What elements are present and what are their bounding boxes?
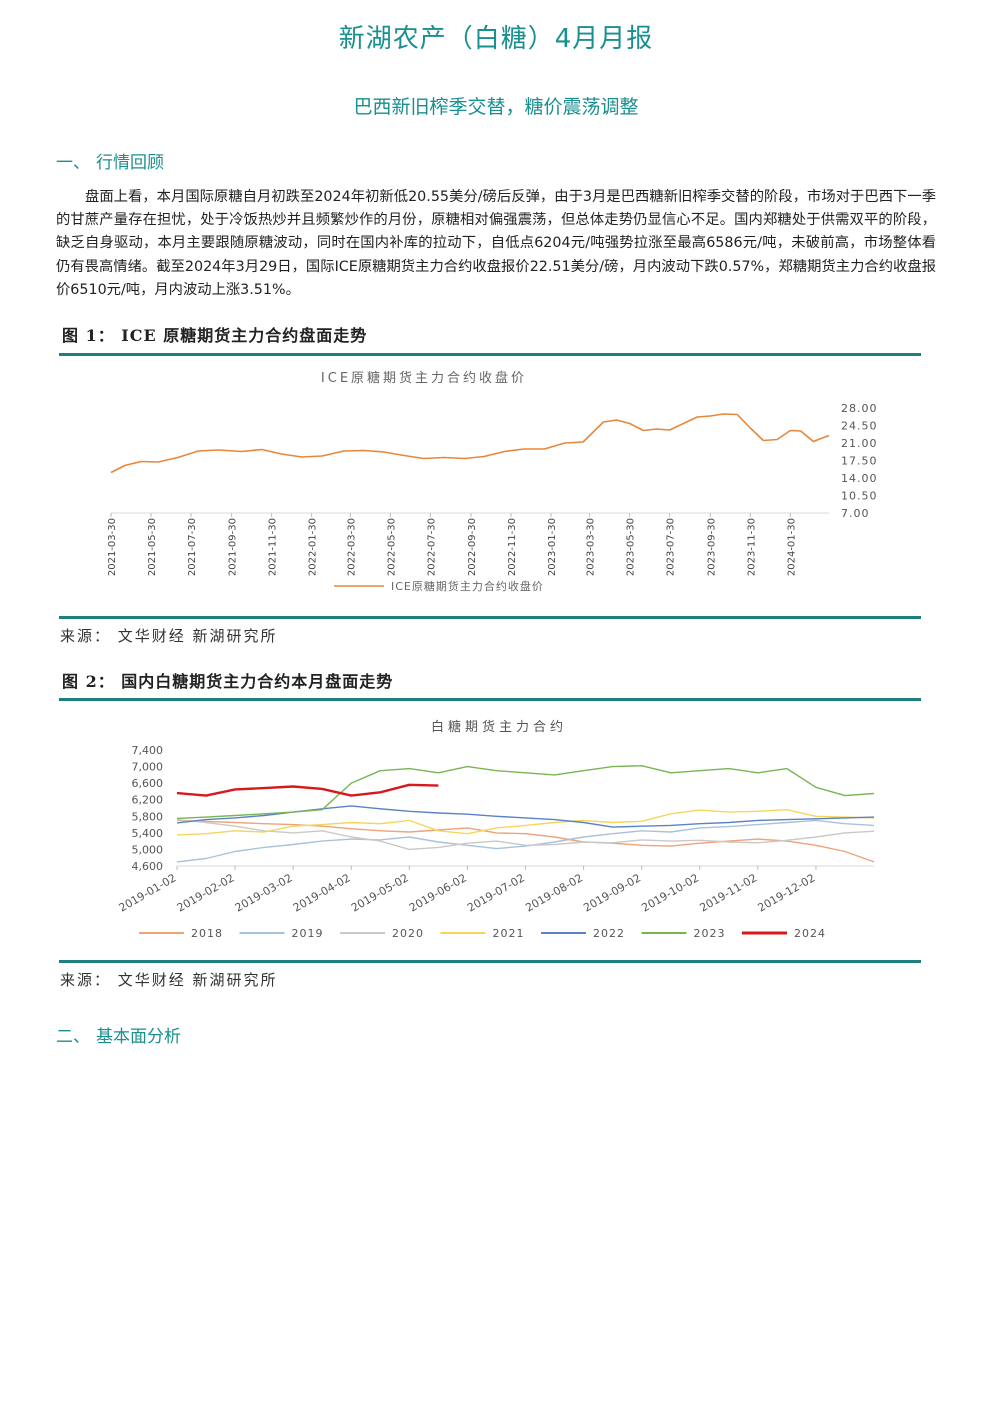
- x-tick-label: 2019-09-02: [581, 871, 643, 914]
- legend-label: 2019: [292, 927, 324, 940]
- y-tick-label: 7.00: [841, 507, 870, 520]
- series-line-2023: [176, 765, 875, 820]
- y-tick-label: 7,000: [132, 761, 164, 774]
- section-number: 二、: [56, 1027, 90, 1047]
- figure-2-bottom-rule: [59, 960, 921, 963]
- series-line-2018: [176, 819, 875, 863]
- legend-label: 2024: [794, 927, 826, 940]
- x-tick-label: 2021-11-30: [268, 518, 279, 576]
- y-tick-label: 24.50: [841, 420, 878, 433]
- figure-1-caption: 图 1： ICE 原糖期货主力合约盘面走势: [62, 326, 368, 345]
- y-tick-label: 14.00: [841, 472, 878, 485]
- review-paragraph: 盘面上看，本月国际原糖自月初跌至2024年初新低20.55美分/磅后反弹，由于3…: [56, 189, 936, 298]
- x-tick-label: 2019-01-02: [117, 871, 179, 914]
- x-tick-label: 2019-08-02: [523, 871, 585, 914]
- x-tick-label: 2019-12-02: [756, 871, 818, 914]
- legend-label: ICE原糖期货主力合约收盘价: [391, 579, 544, 593]
- x-tick-label: 2021-05-30: [147, 518, 158, 576]
- x-tick-label: 2022-01-30: [308, 518, 319, 576]
- figure-1-top-rule: [59, 353, 921, 356]
- x-tick-label: 2022-11-30: [507, 518, 518, 576]
- series-line-2020: [176, 818, 875, 851]
- y-tick-label: 6,200: [132, 794, 164, 807]
- figure-1-bottom-rule: [59, 616, 921, 619]
- domestic-sugar-chart: 白糖期货主力合约 7,400 7,000 6,600 6,200 5,800 5,400 5,…: [117, 719, 875, 940]
- section-number: 一、: [56, 153, 90, 173]
- x-tick-label: 2021-03-30: [107, 518, 118, 576]
- x-tick-label: 2023-03-30: [586, 518, 597, 576]
- y-tick-label: 4,600: [132, 860, 164, 873]
- x-tick-label: 2021-09-30: [228, 518, 239, 576]
- x-tick-label: 2019-04-02: [291, 871, 353, 914]
- x-tick-label: 2021-07-30: [187, 518, 198, 576]
- series-line-2021: [176, 808, 875, 836]
- x-tick-label: 2019-06-02: [407, 871, 469, 914]
- section-title: 基本面分析: [96, 1027, 181, 1047]
- x-tick-label: 2019-07-02: [465, 871, 527, 914]
- legend-label: 2018: [191, 927, 223, 940]
- figure-1-source: 来源： 文华财经 新湖研究所: [60, 627, 278, 645]
- x-tick-label: 2019-02-02: [175, 871, 237, 914]
- y-tick-label: 5,000: [132, 843, 164, 856]
- x-tick-label: 2019-10-02: [639, 871, 701, 914]
- legend-label: 2023: [694, 927, 726, 940]
- legend-label: 2022: [593, 927, 625, 940]
- figure-2-caption: 图 2： 国内白糖期货主力合约本月盘面走势: [62, 672, 394, 691]
- y-tick-label: 28.00: [841, 402, 878, 415]
- figure-2-source: 来源： 文华财经 新湖研究所: [60, 971, 278, 989]
- y-tick-label: 10.50: [841, 490, 878, 503]
- x-tick-label: 2022-05-30: [386, 518, 397, 576]
- x-tick-label: 2019-11-02: [697, 871, 759, 914]
- series-line-2024: [176, 783, 439, 797]
- y-tick-label: 5,400: [132, 827, 164, 840]
- x-tick-label: 2022-09-30: [467, 518, 478, 576]
- x-tick-label: 2024-01-30: [786, 518, 797, 576]
- y-tick-label: 21.00: [841, 437, 878, 450]
- x-tick-label: 2019-03-02: [233, 871, 295, 914]
- x-tick-label: 2023-05-30: [626, 518, 637, 576]
- y-tick-label: 7,400: [132, 744, 164, 757]
- x-tick-label: 2023-11-30: [746, 518, 757, 576]
- page-subtitle: 巴西新旧榨季交替，糖价震荡调整: [353, 96, 639, 118]
- ice-sugar-chart: ICE原糖期货主力合约收盘价 28.00 24.50 21.00 17.50 14.00 1…: [107, 370, 878, 593]
- page-title: 新湖农产（白糖）4月月报: [338, 24, 654, 54]
- x-tick-label: 2022-03-30: [346, 518, 357, 576]
- figure-2-top-rule: [59, 698, 921, 701]
- section-title: 行情回顾: [96, 153, 164, 173]
- series-line-2019: [176, 819, 875, 863]
- y-tick-label: 17.50: [841, 455, 878, 468]
- legend-label: 2020: [392, 927, 424, 940]
- x-tick-label: 2023-01-30: [547, 518, 558, 576]
- legend-label: 2021: [493, 927, 525, 940]
- y-tick-label: 6,600: [132, 777, 164, 790]
- series-line-ice: [110, 413, 830, 474]
- chart-title: ICE原糖期货主力合约收盘价: [321, 370, 527, 386]
- section-heading-fundamentals: 二、 基本面分析: [56, 1022, 181, 1047]
- y-tick-label: 5,800: [132, 810, 164, 823]
- chart-title: 白糖期货主力合约: [431, 719, 567, 735]
- x-tick-label: 2023-07-30: [666, 518, 677, 576]
- x-tick-label: 2022-07-30: [426, 518, 437, 576]
- x-tick-label: 2019-05-02: [349, 871, 411, 914]
- section-heading-review: 一、 行情回顾: [56, 148, 164, 173]
- x-tick-label: 2023-09-30: [706, 518, 717, 576]
